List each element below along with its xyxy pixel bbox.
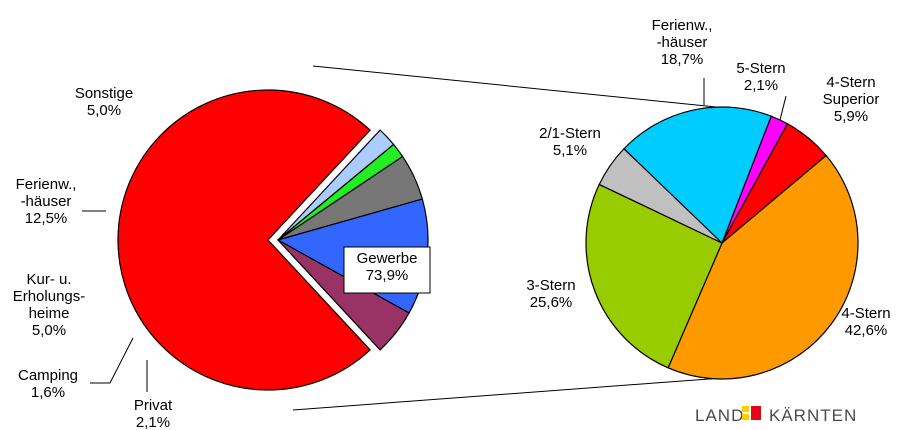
logo-mark-yellow-bottom	[742, 414, 749, 420]
main-label-line: 5,0%	[87, 102, 121, 119]
connector-top-line	[312, 65, 718, 108]
main-label-box	[343, 246, 431, 294]
breakdown-label-line: 2,1%	[744, 77, 778, 94]
breakdown-label-line: Superior	[823, 91, 880, 108]
breakdown-label-line: 5-Stern	[736, 60, 785, 77]
breakdown-pie	[585, 106, 859, 380]
main-label-line: Erholungs-	[13, 288, 86, 305]
leader-line-camping	[90, 337, 134, 384]
breakdown-label-line: 42,6%	[845, 322, 888, 339]
main-label-line: 1,6%	[31, 384, 65, 401]
main-label-line: Ferienw.,	[16, 176, 77, 193]
logo-mark-red	[751, 406, 761, 420]
pie-slice-sonstige	[277, 239, 410, 351]
breakdown-label-line: 4-Stern	[841, 305, 890, 322]
breakdown-label-line: 5,1%	[553, 142, 587, 159]
breakdown-slice-ferienw-haeuser	[623, 106, 772, 245]
breakdown-label-line: 2/1-Stern	[539, 125, 601, 142]
main-label-line: 12,5%	[25, 210, 68, 227]
connector-bottom-line	[292, 378, 713, 411]
main-label-line: Privat	[134, 397, 173, 414]
logo-land-text: LAND	[695, 406, 744, 425]
breakdown-slice-3-stern	[585, 183, 723, 369]
main-label-line: Gewerbe	[357, 250, 418, 267]
pie-connector-lines	[292, 65, 718, 411]
breakdown-slice-4-stern	[667, 154, 859, 380]
main-label-line: heime	[29, 305, 70, 322]
pie-slice-gewerbe	[117, 89, 371, 391]
main-label-line: 2,1%	[136, 414, 170, 430]
main-label-line: 5,0%	[32, 322, 66, 339]
logo-kaernten-text: KÄRNTEN	[769, 406, 857, 425]
breakdown-label-line: 25,6%	[530, 294, 573, 311]
breakdown-label-line: 4-Stern	[826, 74, 875, 91]
logo-mark-yellow-top	[742, 406, 749, 412]
breakdown-label-line: 5,9%	[834, 108, 868, 125]
main-label-line: Kur- u.	[26, 271, 71, 288]
leader-lines	[82, 78, 787, 392]
main-label-line: -häuser	[21, 193, 72, 210]
main-pie	[117, 89, 429, 391]
main-label-line: 73,9%	[366, 267, 409, 284]
breakdown-label-line: Ferienw.,	[652, 17, 713, 34]
breakdown-label-line: 3-Stern	[526, 277, 575, 294]
breakdown-leader-line-5-stern	[779, 95, 787, 121]
land-kaernten-logo: LAND KÄRNTEN	[695, 406, 857, 425]
breakdown-label-line: -häuser	[657, 34, 708, 51]
main-label-line: Sonstige	[75, 85, 133, 102]
breakdown-label-line: 18,7%	[661, 51, 704, 68]
main-label-line: Camping	[18, 367, 78, 384]
